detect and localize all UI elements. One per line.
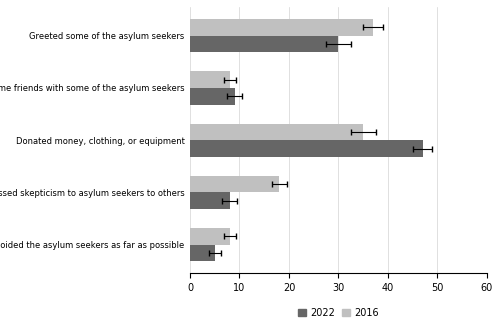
Bar <box>190 71 230 88</box>
Bar <box>190 36 338 52</box>
Legend: 2022, 2016: 2022, 2016 <box>294 304 382 318</box>
Bar <box>190 88 234 105</box>
Bar <box>190 192 230 209</box>
Bar <box>190 123 363 140</box>
Bar <box>190 176 279 192</box>
Bar <box>190 245 214 261</box>
Bar <box>190 19 373 36</box>
Bar <box>190 140 422 157</box>
Bar <box>190 228 230 245</box>
